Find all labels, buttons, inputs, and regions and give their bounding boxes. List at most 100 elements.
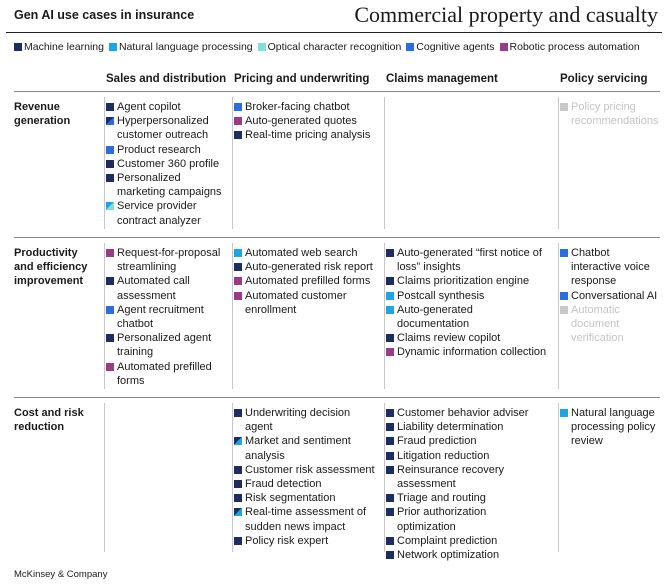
use-case-item: Natural language processing policy revie… <box>560 406 662 449</box>
cell-divider <box>558 243 559 389</box>
use-case-item: Broker-facing chatbot <box>234 100 378 114</box>
category-swatch <box>106 145 114 154</box>
column-header: Claims management <box>386 73 498 85</box>
use-case-label: Auto-generated “first notice of loss” in… <box>397 247 542 274</box>
use-case-cell: Policy pricing recommendations <box>560 100 662 128</box>
cell-divider <box>558 403 559 552</box>
footer-brand: McKinsey & Company <box>14 569 108 580</box>
use-case-item: Auto-generated documentation <box>386 303 548 331</box>
category-swatch <box>106 334 114 343</box>
use-case-label: Underwriting decision agent <box>245 407 351 434</box>
use-case-item: Hyperpersonalized customer outreach <box>106 114 226 142</box>
use-case-cell: Underwriting decision agent Market and se… <box>234 406 378 548</box>
use-case-label: Dynamic information collection <box>397 346 547 359</box>
cell-divider <box>558 97 559 229</box>
category-swatch <box>386 465 394 474</box>
category-swatch <box>386 249 394 257</box>
use-case-label: Triage and routing <box>397 492 486 505</box>
use-case-item: Automated prefilled forms <box>106 360 226 388</box>
cell-divider <box>104 97 105 229</box>
legend-swatch <box>257 43 266 51</box>
use-case-label: Broker-facing chatbot <box>245 101 350 113</box>
use-case-item: Triage and routing <box>386 491 548 505</box>
legend-label: Cognitive agents <box>416 41 495 53</box>
category-swatch <box>560 291 568 300</box>
row-divider <box>14 91 660 92</box>
use-case-cell: Customer behavior adviser Liability deter… <box>386 406 548 562</box>
use-case-label: Personalized agent training <box>117 332 212 359</box>
use-case-label: Agent recruitment chatbot <box>117 303 204 331</box>
use-case-label: Hyperpersonalized customer outreach <box>117 115 209 142</box>
category-swatch <box>386 551 394 560</box>
use-case-label: Auto-generated risk report <box>245 261 373 274</box>
category-swatch <box>560 103 568 111</box>
use-case-label: Customer risk assessment <box>245 463 375 476</box>
use-case-item: Conversational AI <box>560 289 662 303</box>
segment-title: Commercial property and casualty <box>354 2 658 27</box>
use-case-item: Automated call assessment <box>106 274 226 302</box>
use-case-label: Policy pricing recommendations <box>571 101 659 128</box>
use-case-item: Automated prefilled forms <box>234 274 378 288</box>
category-swatch <box>234 508 242 517</box>
category-swatch <box>386 409 394 417</box>
use-case-label: Automated customer enrollment <box>245 289 347 316</box>
category-swatch <box>234 536 242 545</box>
column-header: Pricing and underwriting <box>234 73 370 85</box>
category-swatch <box>560 305 568 314</box>
category-swatch <box>106 117 114 126</box>
use-case-item: Liability determination <box>386 420 548 434</box>
category-swatch <box>386 536 394 545</box>
category-swatch <box>234 465 242 474</box>
category-swatch <box>234 409 242 417</box>
legend-swatch <box>406 43 415 51</box>
use-case-item: Market and sentiment analysis <box>234 434 378 462</box>
category-swatch <box>234 494 242 503</box>
category-swatch <box>386 291 394 300</box>
category-swatch <box>386 451 394 460</box>
category-swatch <box>386 305 394 314</box>
category-swatch <box>234 131 242 140</box>
use-case-label: Automatic document verification <box>571 303 624 345</box>
cell-divider <box>104 403 105 552</box>
use-case-cell: Chatbot interactive voice response Conver… <box>560 246 662 345</box>
use-case-item: Claims review copilot <box>386 331 548 345</box>
use-case-cell: Auto-generated “first notice of loss” in… <box>386 246 548 360</box>
use-case-label: Network optimization <box>397 549 500 562</box>
use-case-item: Customer behavior adviser <box>386 406 548 420</box>
category-swatch <box>234 263 242 272</box>
row-divider <box>14 397 660 398</box>
use-case-label: Customer 360 profile <box>117 157 220 170</box>
use-case-label: Automated prefilled forms <box>245 275 371 288</box>
use-case-label: Conversational AI <box>571 289 658 302</box>
category-swatch <box>106 277 114 286</box>
use-case-label: Litigation reduction <box>397 449 490 462</box>
category-swatch <box>386 334 394 343</box>
use-case-label: Customer behavior adviser <box>397 407 529 419</box>
use-case-item: Fraud prediction <box>386 434 548 448</box>
use-case-item: Chatbot interactive voice response <box>560 246 662 289</box>
use-case-label: Risk segmentation <box>245 492 336 505</box>
use-case-item: Fraud detection <box>234 477 378 491</box>
legend-swatch <box>108 43 117 51</box>
use-case-label: Market and sentiment analysis <box>245 435 351 462</box>
use-case-label: Auto-generated quotes <box>245 115 357 128</box>
legend-item-ocr: Optical character recognition <box>257 41 401 53</box>
use-case-cell: Agent copilot Hyperpersonalized customer … <box>106 100 226 228</box>
category-swatch <box>560 409 568 417</box>
category-swatch <box>106 159 114 168</box>
gen-ai-title: Gen AI use cases in insurance <box>14 8 195 22</box>
use-case-label: Agent copilot <box>117 101 181 113</box>
use-case-item: Auto-generated “first notice of loss” in… <box>386 246 548 274</box>
use-case-cell: Natural language processing policy revie… <box>560 406 662 449</box>
category-swatch <box>234 291 242 300</box>
cell-divider <box>104 243 105 389</box>
cell-divider <box>384 97 385 229</box>
cell-divider <box>384 403 385 552</box>
row-header: Productivity and efficiency improvement <box>14 247 88 287</box>
legend: Machine learning Natural language process… <box>14 41 645 53</box>
legend-swatch <box>499 43 508 51</box>
use-case-label: Request-for-proposal streamlining <box>117 247 221 274</box>
use-case-label: Automated web search <box>245 247 358 259</box>
cell-divider <box>232 97 233 229</box>
use-case-item: Network optimization <box>386 548 548 562</box>
